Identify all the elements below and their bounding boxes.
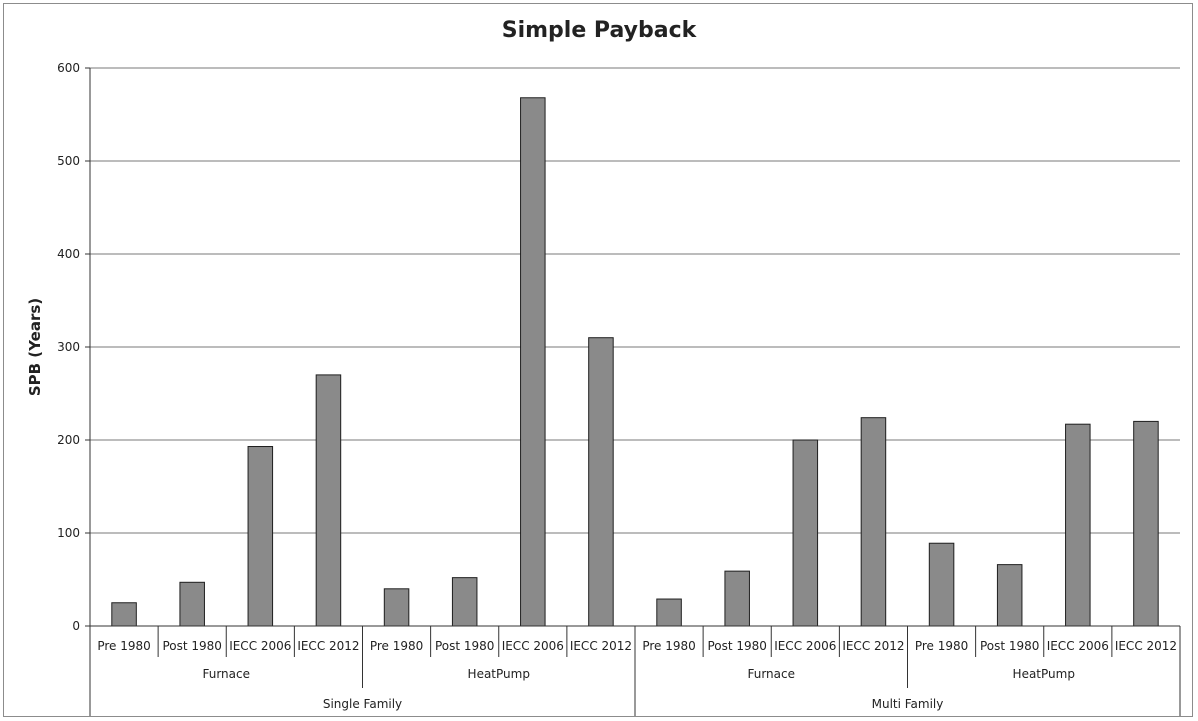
bar [179,581,205,627]
x-category-label: IECC 2006 [1047,639,1109,653]
x-subgroup-label: HeatPump [468,667,530,681]
y-tick-label: 100 [57,526,80,540]
x-category-labels: Pre 1980 Post 1980 IECC 2006 IECC 2012 Pre 1… [97,639,1177,711]
bar [247,446,274,627]
x-category-label: IECC 2012 [297,639,359,653]
bar [111,602,137,627]
x-category-label: IECC 2012 [570,639,632,653]
y-tick-label: 400 [57,247,80,261]
bar [1065,423,1091,627]
x-category-label: Post 1980 [162,639,221,653]
bar [1133,420,1159,627]
x-category-label: IECC 2006 [502,639,564,653]
y-axis-label: SPB (Years) [26,298,44,396]
x-category-label: IECC 2012 [1115,639,1177,653]
x-subgroup-label: Furnace [202,667,250,681]
bar [588,337,614,627]
bar [928,542,955,627]
x-category-label: IECC 2006 [774,639,836,653]
bars [111,97,1159,627]
y-tick-labels: 0 100 200 300 400 500 600 [57,61,80,633]
bar [520,97,546,627]
bar [656,598,682,627]
x-category-label: Pre 1980 [642,639,695,653]
y-tick-label: 300 [57,340,80,354]
x-category-label: Post 1980 [980,639,1039,653]
x-group-label: Single Family [323,697,402,711]
x-category-label: Pre 1980 [915,639,968,653]
x-subgroup-label: HeatPump [1013,667,1075,681]
x-group-label: Multi Family [872,697,944,711]
bar [860,417,887,627]
bar [315,374,342,627]
x-category-label: Pre 1980 [370,639,423,653]
axes [85,67,1181,716]
chart-title: Simple Payback [501,18,697,43]
y-tick-label: 500 [57,154,80,168]
x-subgroup-label: Furnace [747,667,795,681]
x-category-label: IECC 2006 [229,639,291,653]
bar [383,588,410,627]
x-category-label: Post 1980 [435,639,494,653]
bar [792,439,819,627]
x-category-label: Pre 1980 [97,639,150,653]
y-tick-label: 600 [57,61,80,75]
x-category-label: Post 1980 [707,639,766,653]
bar [724,570,750,627]
x-category-label: IECC 2012 [842,639,904,653]
bar [996,564,1023,627]
bar [451,577,478,627]
gridlines [90,67,1180,534]
y-tick-label: 0 [72,619,80,633]
y-tick-label: 200 [57,433,80,447]
